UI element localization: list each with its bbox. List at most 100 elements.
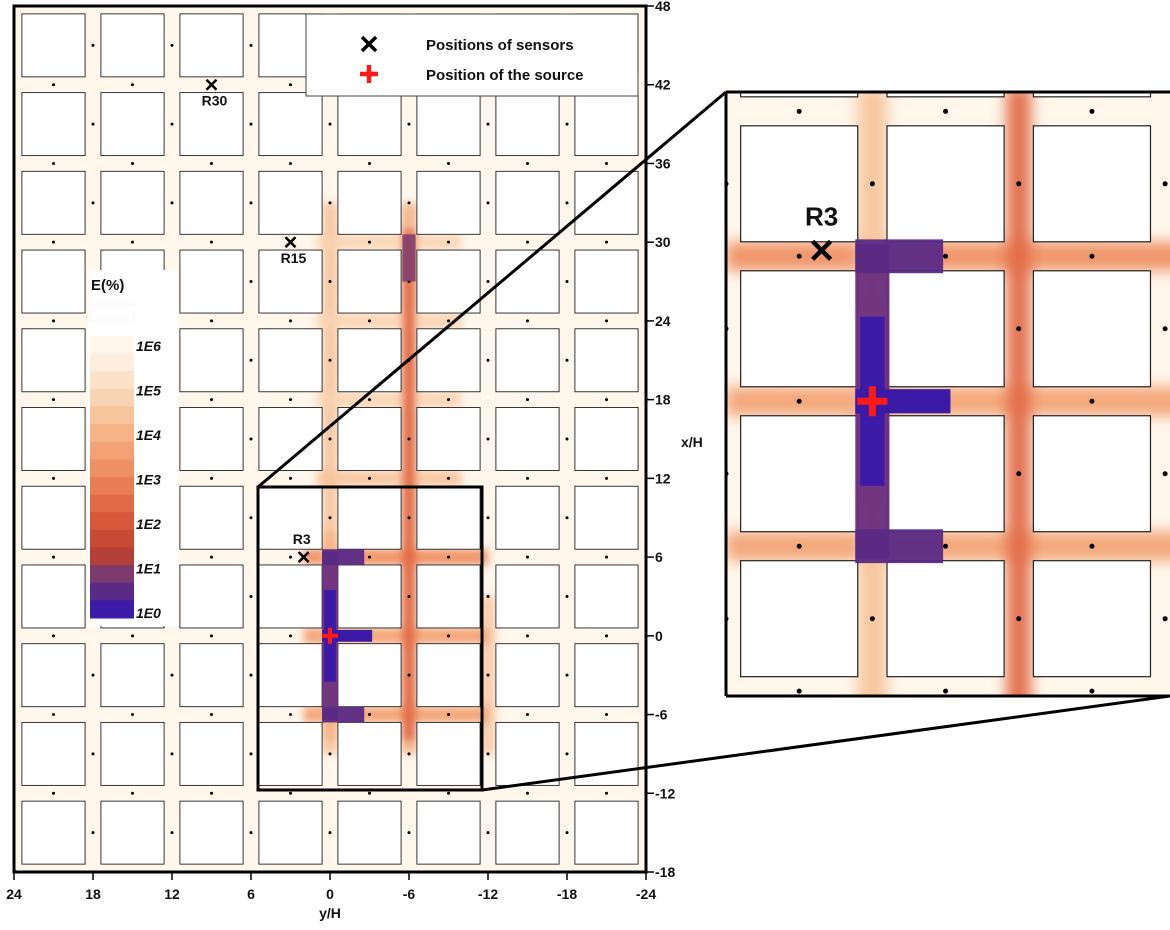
grid-point: [565, 358, 569, 362]
colorbar-swatches: [90, 336, 134, 619]
inset-grid-point: [943, 543, 949, 549]
inset-block: [886, 125, 1005, 243]
building-block: [416, 92, 481, 157]
inset-grid-point: [724, 36, 729, 41]
building-block: [416, 721, 481, 786]
colorbar-swatch: [90, 494, 134, 513]
grid-point: [249, 673, 253, 677]
grid-point: [407, 516, 411, 520]
inset-grid-point: [1089, 253, 1095, 259]
grid-point: [210, 319, 213, 323]
grid-point: [52, 713, 55, 717]
inset-block: [886, 560, 1005, 678]
zoom-connector-bottom: [481, 694, 1170, 792]
grid-point: [407, 831, 411, 835]
x-tick-label: 0: [326, 886, 334, 902]
grid-point: [486, 201, 490, 205]
inset-grid-point: [1089, 543, 1095, 549]
grid-point: [289, 791, 292, 795]
grid-point: [368, 791, 371, 795]
building-block: [495, 92, 560, 157]
grid-point: [289, 161, 292, 165]
grid-point: [210, 555, 213, 559]
building-block: [495, 170, 560, 235]
building-block: [179, 721, 244, 786]
grid-point: [210, 161, 213, 165]
grid-point: [486, 358, 490, 362]
grid-point: [249, 201, 253, 205]
plume-band: [322, 706, 365, 723]
y-tick-label: 6: [655, 549, 663, 565]
inset-grid-point: [1162, 616, 1168, 622]
grid-point: [526, 240, 529, 244]
grid-point: [328, 358, 332, 362]
grid-point: [526, 713, 529, 717]
building-block: [495, 328, 560, 393]
inset-grid-point: [1089, 108, 1095, 114]
building-block: [21, 643, 86, 708]
building-block: [337, 407, 402, 471]
grid-point: [684, 634, 687, 637]
building-block: [100, 13, 165, 78]
legend-source-marker: [360, 65, 378, 83]
grid-point: [407, 673, 411, 677]
grid-point: [91, 43, 95, 47]
grid-point: [91, 673, 95, 677]
grid-point: [605, 476, 608, 480]
sensor-marker: [297, 551, 310, 563]
building-block: [100, 721, 165, 786]
building-block: [337, 328, 402, 393]
grid-point: [170, 673, 174, 677]
colorbar-swatch: [90, 388, 134, 407]
grid-point: [447, 634, 450, 638]
building-block: [495, 800, 560, 865]
grid-point: [91, 831, 95, 835]
building-block: [574, 328, 639, 393]
grid-point: [52, 240, 55, 244]
plume-band: [316, 470, 462, 487]
grid-point: [328, 752, 332, 756]
building-block: [495, 721, 560, 786]
building-block: [574, 800, 639, 865]
grid-point: [368, 713, 371, 717]
colorbar-swatch: [90, 459, 134, 478]
grid-point: [486, 280, 490, 284]
building-block: [416, 328, 481, 393]
colorbar-swatch: [90, 406, 134, 425]
x-tick-label: -24: [636, 886, 656, 902]
grid-point: [210, 476, 213, 480]
colorbar-label: 1E5: [136, 383, 161, 399]
sensor-label: R30: [202, 93, 228, 109]
grid-point: [565, 201, 569, 205]
inset-block: [886, 270, 1005, 388]
grid-point: [565, 437, 569, 441]
grid-point: [210, 240, 213, 244]
grid-point: [210, 634, 213, 638]
grid-point: [486, 122, 490, 126]
grid-point: [91, 752, 95, 756]
inset-grid-point: [1163, 36, 1168, 41]
inset-grid-point: [943, 688, 949, 694]
building-block: [574, 485, 639, 550]
inset-grid-point: [1089, 688, 1095, 694]
grid-point: [526, 161, 529, 165]
building-block: [416, 564, 481, 629]
building-block: [574, 170, 639, 235]
grid-point: [91, 201, 95, 205]
y-tick-label: 0: [655, 628, 663, 644]
building-block: [574, 643, 639, 708]
building-block: [179, 328, 244, 393]
legend: Positions of sensors Position of the sou…: [305, 13, 639, 97]
building-block: [21, 328, 86, 393]
building-block: [337, 564, 402, 629]
inset-grid-point: [1016, 471, 1022, 477]
grid-point: [407, 594, 411, 598]
inset-block: [741, 706, 858, 822]
inset-block: [740, 560, 859, 678]
plume-band: [316, 313, 462, 329]
building-block: [21, 485, 86, 550]
building-block: [495, 485, 560, 550]
building-block: [416, 643, 481, 708]
grid-point: [605, 161, 608, 165]
colorbar-swatch: [90, 600, 134, 619]
